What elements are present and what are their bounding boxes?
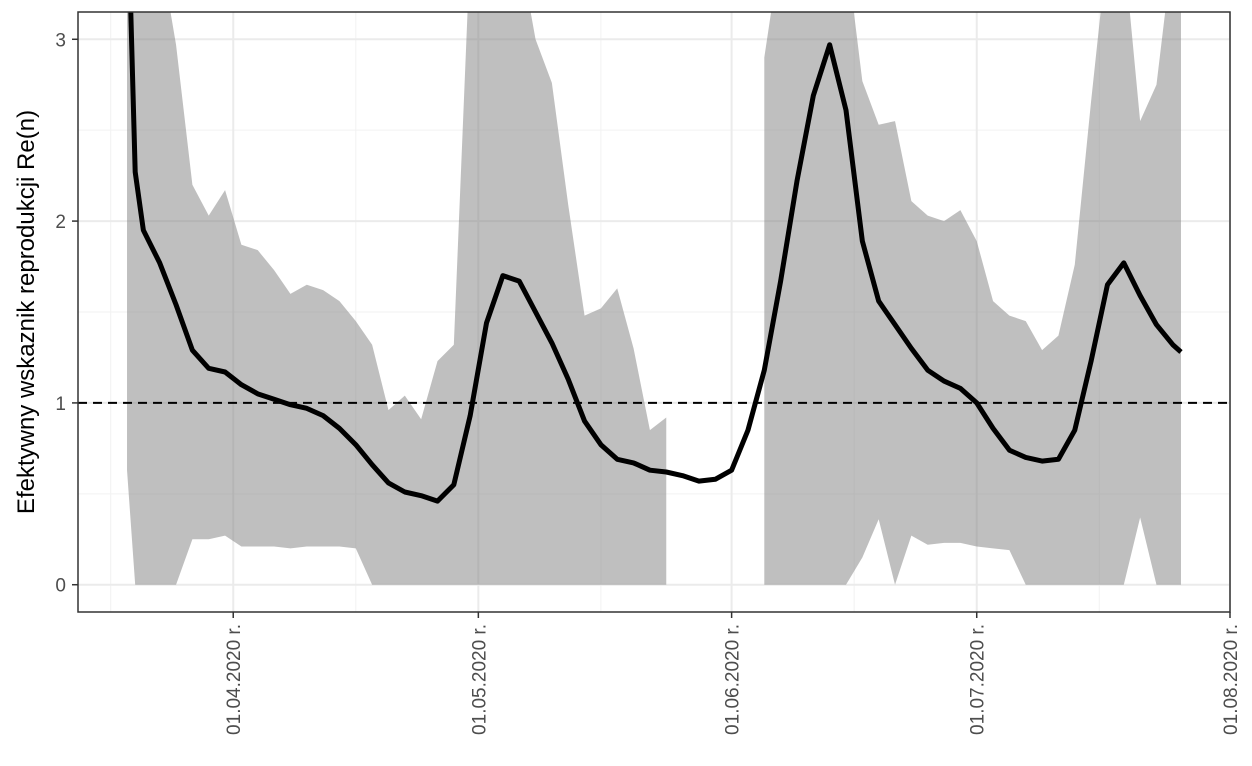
x-tick-label: 01.07.2020 r. <box>968 624 989 735</box>
x-tick-label: 01.04.2020 r. <box>224 624 245 735</box>
x-tick-label: 01.05.2020 r. <box>469 624 490 735</box>
y-tick-label: 3 <box>55 30 66 51</box>
plot-area <box>78 12 1230 585</box>
y-tick-label: 0 <box>55 576 66 597</box>
panel-border <box>77 11 1231 613</box>
confidence-band <box>127 12 667 585</box>
y-tick-label: 2 <box>55 212 66 233</box>
y-tick-label: 1 <box>55 394 66 415</box>
x-tick-label: 01.08.2020 r. <box>1221 624 1242 735</box>
line <box>128 12 1183 504</box>
confidence-band <box>764 12 1181 585</box>
y-axis-title: Efektywny wskaznik reprodukcji Re(n) <box>13 110 40 514</box>
x-tick-label: 01.06.2020 r. <box>723 624 744 735</box>
